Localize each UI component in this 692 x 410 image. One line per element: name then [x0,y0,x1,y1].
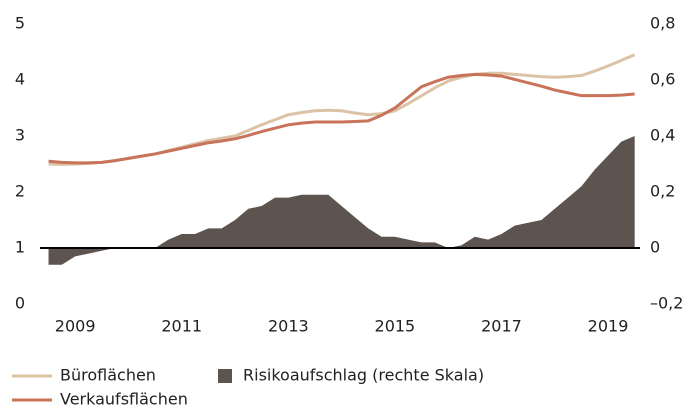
legend-label: Verkaufsflächen [60,390,188,409]
x-tick-label: 2019 [588,317,629,336]
y-tick-label: 5 [15,14,25,33]
x-tick-label: 2017 [481,317,522,336]
y2-tick-label: 0,4 [650,126,675,145]
y-tick-label: 2 [15,182,25,201]
x-tick-label: 2015 [375,317,416,336]
y2-tick-label: 0,8 [650,14,675,33]
area [48,136,635,265]
x-tick-label: 2011 [161,317,202,336]
y-tick-label: 4 [15,70,25,89]
line [48,53,636,167]
x-tick-label: 2009 [55,317,96,336]
y2-tick-label: 0,2 [650,182,675,201]
y-tick-label: 0 [15,294,25,313]
legend-label: Risikoaufschlag (rechte Skala) [243,366,484,385]
legend-label: Büroflächen [60,366,156,385]
y2-tick-label: 0,6 [650,70,675,89]
y-tick-label: 3 [15,126,25,145]
x-tick-label: 2013 [268,317,309,336]
line [48,72,635,165]
y2-tick-label: –0,2 [650,294,683,313]
y2-tick-label: 0 [650,238,660,257]
legend-swatch [218,369,232,383]
y-tick-label: 1 [15,238,25,257]
